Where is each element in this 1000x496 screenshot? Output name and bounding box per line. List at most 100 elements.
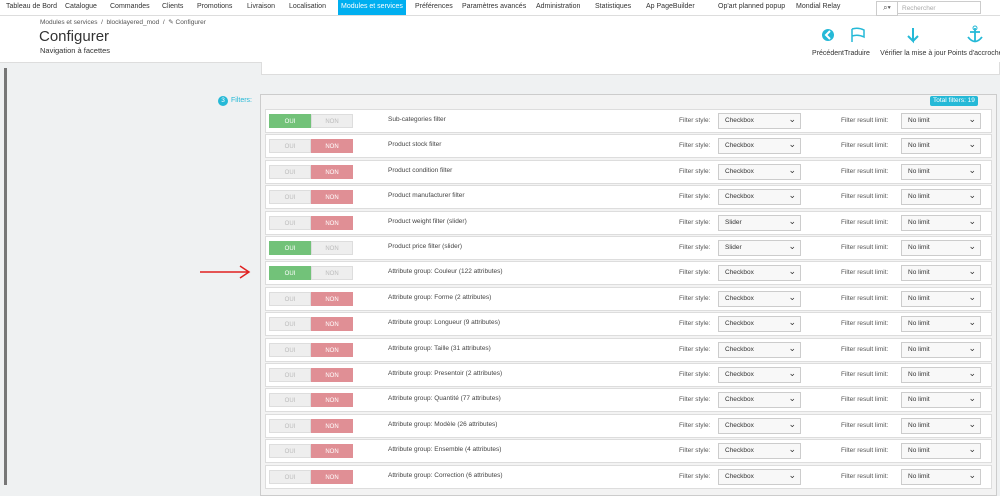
toggle-off[interactable]: NON: [311, 164, 353, 179]
toggle-on[interactable]: OUI: [269, 393, 311, 408]
filter-limit-select[interactable]: No limit: [901, 239, 981, 256]
filter-limit-label: Filter result limit:: [841, 472, 889, 480]
toggle-off[interactable]: NON: [311, 215, 353, 230]
filter-style-select[interactable]: Checkbox: [718, 264, 801, 282]
toolbar-button[interactable]: Vérifier la mise à jour: [880, 50, 946, 57]
nav-item[interactable]: Localisation: [289, 3, 326, 10]
toggle-off[interactable]: NON: [311, 114, 353, 128]
toggle-off[interactable]: NON: [311, 393, 353, 408]
filter-row: OUI NON Sub-categories filter Filter style:…: [265, 109, 992, 133]
search-input[interactable]: Rechercher: [897, 1, 981, 14]
toggle-off[interactable]: NON: [311, 342, 353, 357]
filter-limit-label: Filter result limit:: [841, 218, 889, 226]
toggle-on[interactable]: OUI: [269, 342, 311, 357]
filter-style-label: Filter style:: [679, 294, 711, 302]
filter-style-select[interactable]: Checkbox: [718, 391, 801, 409]
toggle-off[interactable]: NON: [311, 469, 353, 484]
nav-item[interactable]: Administration: [536, 3, 581, 10]
nav-item[interactable]: Op'art planned popup: [718, 3, 786, 10]
filter-limit-select[interactable]: No limit: [901, 290, 981, 307]
toggle-on[interactable]: OUI: [269, 469, 311, 484]
filter-limit-select[interactable]: No limit: [901, 188, 981, 206]
filter-name: Attribute group: Quantité (77 attributes…: [388, 395, 501, 403]
toggle-on[interactable]: OUI: [269, 291, 311, 306]
filter-limit-select[interactable]: No limit: [901, 442, 981, 460]
toggle-on[interactable]: OUI: [269, 215, 311, 230]
filter-limit-select[interactable]: No limit: [901, 366, 981, 383]
filter-name: Attribute group: Forme (2 attributes): [388, 293, 492, 301]
filter-limit-select[interactable]: No limit: [901, 341, 981, 358]
filter-style-label: Filter style:: [679, 167, 711, 175]
filter-limit-select[interactable]: No limit: [901, 391, 981, 409]
filter-style-select[interactable]: Checkbox: [718, 315, 801, 333]
toggle-on[interactable]: OUI: [269, 139, 311, 154]
toggle-on[interactable]: OUI: [269, 190, 311, 205]
toggle-on[interactable]: OUI: [269, 241, 311, 255]
filter-style-select[interactable]: Checkbox: [718, 417, 801, 434]
filter-style-label: Filter style:: [679, 269, 711, 277]
toggle-off[interactable]: NON: [311, 368, 353, 382]
nav-item[interactable]: Commandes: [110, 3, 150, 10]
toggle-off[interactable]: NON: [311, 190, 353, 205]
filter-limit-select[interactable]: No limit: [901, 468, 981, 485]
toggle-on[interactable]: OUI: [269, 368, 311, 382]
filter-name: Attribute group: Taille (31 attributes): [388, 344, 491, 352]
filter-style-select[interactable]: Checkbox: [718, 341, 801, 358]
toolbar-button[interactable]: Traduire: [844, 50, 870, 57]
filter-style-label: Filter style:: [679, 396, 711, 404]
nav-item[interactable]: Mondial Relay: [796, 3, 841, 10]
filter-limit-select[interactable]: No limit: [901, 315, 981, 333]
toggle-on[interactable]: OUI: [269, 114, 311, 128]
breadcrumb-item[interactable]: Modules et services: [40, 19, 98, 26]
breadcrumb: Modules et services / blocklayered_mod /…: [40, 19, 206, 26]
filter-name: Attribute group: Longueur (9 attributes): [388, 319, 501, 327]
filter-style-select[interactable]: Checkbox: [718, 188, 801, 206]
filter-style-select[interactable]: Checkbox: [718, 112, 801, 129]
filter-row: OUI NON Attribute group: Modèle (26 attrib…: [265, 413, 992, 438]
filter-name: Product condition filter: [388, 166, 453, 174]
filter-style-label: Filter style:: [679, 244, 711, 251]
toggle-on[interactable]: OUI: [269, 266, 311, 281]
toggle-off[interactable]: NON: [311, 444, 353, 459]
filter-limit-select[interactable]: No limit: [901, 214, 981, 231]
toolbar-button[interactable]: Points d'accroche: [947, 50, 1000, 57]
toggle-on[interactable]: OUI: [269, 444, 311, 459]
filter-style-select[interactable]: Slider: [718, 214, 801, 231]
nav-item[interactable]: Paramètres avancés: [462, 3, 527, 10]
toggle-on[interactable]: OUI: [269, 164, 311, 179]
toggle-off[interactable]: NON: [311, 241, 353, 255]
toggle-off[interactable]: NON: [311, 291, 353, 306]
toggle-off[interactable]: NON: [311, 317, 353, 332]
toggle-off[interactable]: NON: [311, 139, 353, 154]
breadcrumb-item[interactable]: blocklayered_mod: [106, 19, 160, 26]
nav-item[interactable]: Ap PageBuilder: [646, 3, 695, 10]
filter-limit-select[interactable]: No limit: [901, 264, 981, 282]
filter-style-select[interactable]: Checkbox: [718, 137, 801, 155]
filter-style-select[interactable]: Slider: [718, 239, 801, 256]
nav-item[interactable]: Modules et services: [338, 0, 406, 15]
filter-limit-select[interactable]: No limit: [901, 163, 981, 180]
filter-style-select[interactable]: Checkbox: [718, 290, 801, 307]
filter-name: Product price filter (slider): [388, 243, 463, 250]
nav-item[interactable]: Promotions: [197, 3, 233, 10]
filter-style-select[interactable]: Checkbox: [718, 468, 801, 485]
filter-style-select[interactable]: Checkbox: [718, 163, 801, 180]
search-type[interactable]: ⌕▾: [876, 1, 898, 16]
toggle-off[interactable]: NON: [311, 418, 353, 433]
toggle-off[interactable]: NON: [311, 266, 353, 281]
toolbar-button[interactable]: Précédent: [812, 50, 844, 57]
filter-style-select[interactable]: Checkbox: [718, 366, 801, 383]
filter-style-select[interactable]: Checkbox: [718, 442, 801, 460]
filter-limit-select[interactable]: No limit: [901, 137, 981, 155]
nav-item[interactable]: Statistiques: [595, 3, 632, 10]
nav-item[interactable]: Clients: [162, 3, 184, 10]
filter-limit-select[interactable]: No limit: [901, 417, 981, 434]
nav-item[interactable]: Catalogue: [65, 3, 97, 10]
nav-item[interactable]: Livraison: [247, 3, 276, 10]
toggle-on[interactable]: OUI: [269, 317, 311, 332]
filter-limit-select[interactable]: No limit: [901, 112, 981, 129]
toggle-on[interactable]: OUI: [269, 418, 311, 433]
nav-item[interactable]: Préférences: [415, 3, 453, 10]
nav-item[interactable]: Tableau de Bord: [6, 3, 57, 10]
filter-name: Attribute group: Modèle (26 attributes): [388, 420, 498, 428]
